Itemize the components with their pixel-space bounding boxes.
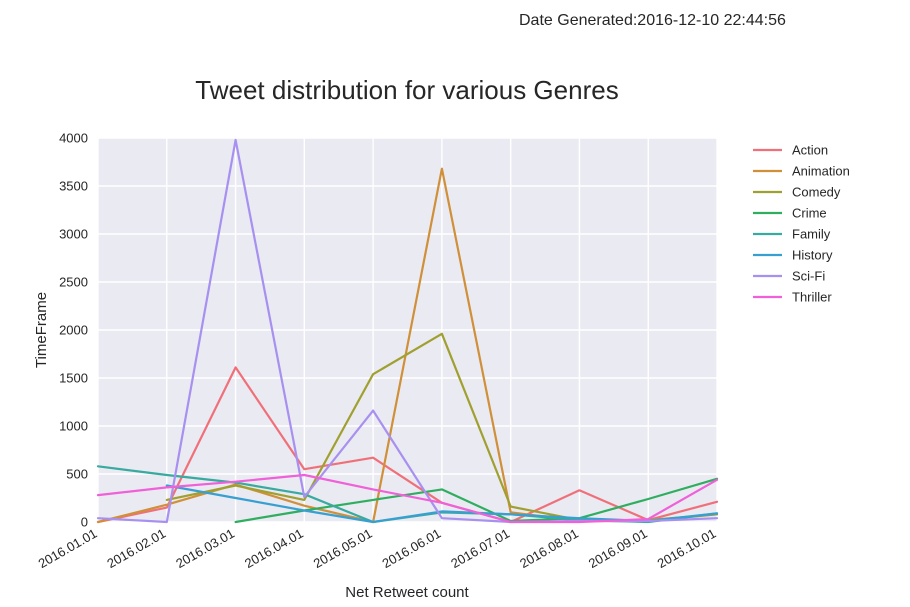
- date-generated: Date Generated:2016-12-10 22:44:56: [519, 12, 786, 30]
- y-axis-ticks: 0 500 1000 1500 2000 2500 3000 3500 4000: [59, 131, 88, 530]
- legend-label: Comedy: [792, 185, 841, 200]
- x-tick-label: 2016.07.01: [448, 526, 512, 572]
- series-line-crime: [234, 477, 719, 524]
- legend-label: History: [792, 248, 833, 263]
- legend-label: Crime: [792, 206, 827, 221]
- x-tick-label: 2016.09.01: [586, 526, 650, 572]
- date-generated-label: Date Generated:: [519, 12, 638, 29]
- legend-label: Action: [792, 143, 828, 158]
- x-tick-label: 2016.08.01: [517, 526, 581, 572]
- series-lines: [96, 138, 719, 524]
- x-tick-label: 2016.02.01: [104, 526, 168, 572]
- series-line-thriller: [96, 473, 719, 524]
- y-tick-label: 1500: [59, 371, 88, 386]
- x-tick-label: 2016.03.01: [173, 526, 237, 572]
- y-tick-label: 1000: [59, 419, 88, 434]
- y-tick-label: 500: [66, 467, 88, 482]
- x-tick-label: 2016.06.01: [380, 526, 444, 572]
- legend: Action Animation Comedy Crime Family History S…: [753, 143, 850, 305]
- y-tick-label: 3000: [59, 227, 88, 242]
- legend-label: Animation: [792, 164, 850, 179]
- date-generated-value: 2016-12-10 22:44:56: [637, 12, 786, 29]
- y-axis-label: TimeFrame: [33, 292, 50, 368]
- y-tick-label: 4000: [59, 131, 88, 146]
- legend-label: Thriller: [792, 290, 832, 305]
- x-tick-label: 2016.10.01: [655, 526, 719, 572]
- y-tick-label: 2500: [59, 275, 88, 290]
- legend-label: Family: [792, 227, 831, 242]
- x-tick-label: 2016.01.01: [36, 526, 100, 572]
- x-tick-label: 2016.04.01: [242, 526, 306, 572]
- x-axis-label: Net Retweet count: [345, 584, 469, 601]
- series-line-action: [96, 366, 719, 524]
- chart-title: Tweet distribution for various Genres: [195, 75, 618, 105]
- y-tick-label: 0: [81, 515, 88, 530]
- y-tick-label: 3500: [59, 179, 88, 194]
- legend-label: Sci-Fi: [792, 269, 825, 284]
- x-tick-label: 2016.05.01: [311, 526, 375, 572]
- x-axis-ticks: 2016.01.01 2016.02.01 2016.03.01 2016.04.01…: [36, 526, 719, 572]
- grid-lines: [97, 137, 718, 523]
- y-tick-label: 2000: [59, 323, 88, 338]
